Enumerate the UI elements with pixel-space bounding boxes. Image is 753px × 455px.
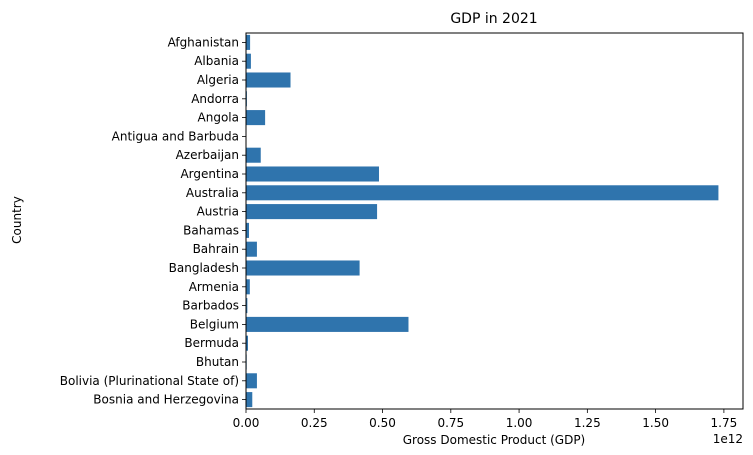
y-tick-label: Algeria <box>197 73 239 87</box>
x-tick-label: 1.50 <box>642 416 669 430</box>
y-tick-label: Albania <box>194 54 239 68</box>
bar <box>246 316 409 332</box>
y-tick-label: Bangladesh <box>169 261 239 275</box>
x-axis-label: Gross Domestic Product (GDP) <box>403 433 586 447</box>
y-tick-label: Australia <box>186 186 239 200</box>
x-tick-label: 1.75 <box>711 416 738 430</box>
bar <box>246 373 257 389</box>
x-tick-label: 0.50 <box>369 416 396 430</box>
y-tick-label: Bhutan <box>196 355 239 369</box>
bar <box>246 279 250 295</box>
y-tick-label: Barbados <box>182 299 239 313</box>
y-tick-label: Afghanistan <box>168 35 239 49</box>
y-tick-label: Antigua and Barbuda <box>112 129 239 143</box>
bar <box>246 147 261 163</box>
y-tick-label: Angola <box>198 111 239 125</box>
y-tick-label: Azerbaijan <box>176 148 239 162</box>
bar <box>246 222 250 238</box>
y-axis-label: Country <box>10 196 24 244</box>
bar <box>246 53 251 69</box>
bar <box>246 260 360 276</box>
bar <box>246 110 266 126</box>
x-axis-scale-label: 1e12 <box>713 432 743 446</box>
y-tick-label: Bermuda <box>184 336 239 350</box>
bar <box>246 241 257 257</box>
y-tick-label: Belgium <box>190 317 239 331</box>
x-axis-ticks: 0.00 0.25 0.50 0.75 1.00 1.25 1.50 1.75 <box>233 409 738 430</box>
bar <box>246 392 253 408</box>
chart-title: GDP in 2021 <box>450 11 537 27</box>
y-tick-label: Andorra <box>191 92 239 106</box>
bars-layer <box>246 34 719 408</box>
bar <box>246 166 379 182</box>
x-tick-label: 0.25 <box>301 416 328 430</box>
x-tick-label: 1.25 <box>574 416 601 430</box>
y-tick-label: Bolivia (Plurinational State of) <box>60 374 239 388</box>
y-axis-ticks: Afghanistan Albania Algeria Andorra Angola An… <box>60 35 246 407</box>
y-tick-label: Bosnia and Herzegovina <box>93 393 239 407</box>
plot-frame <box>245 32 744 410</box>
bar <box>246 34 251 50</box>
bar <box>246 185 719 201</box>
y-tick-label: Armenia <box>189 280 239 294</box>
bar <box>246 72 291 88</box>
bar <box>246 204 378 220</box>
y-tick-label: Argentina <box>180 167 239 181</box>
y-tick-label: Austria <box>197 205 239 219</box>
x-tick-label: 1.00 <box>506 416 533 430</box>
x-tick-label: 0.00 <box>233 416 260 430</box>
bar <box>246 335 248 351</box>
x-tick-label: 0.75 <box>437 416 464 430</box>
y-tick-label: Bahamas <box>183 223 239 237</box>
y-tick-label: Bahrain <box>193 242 239 256</box>
bar <box>246 298 248 314</box>
